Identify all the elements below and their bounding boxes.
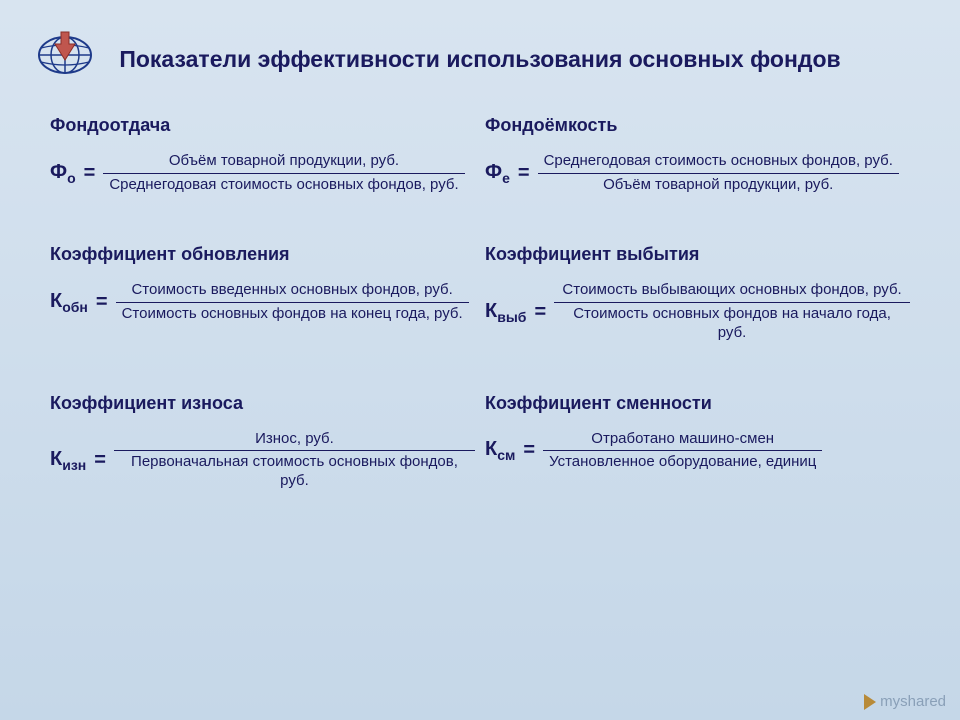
denominator: Первоначальная стоимость основных фондов… bbox=[114, 450, 475, 491]
section-koef-iznosa: Коэффициент износа Кизн = Износ, руб. Пе… bbox=[50, 393, 475, 491]
formula-symbol: Фо bbox=[50, 161, 76, 186]
formula: Фо = Объём товарной продукции, руб. Сред… bbox=[50, 152, 475, 195]
section-title: Фондоотдача bbox=[50, 115, 475, 136]
fraction: Стоимость введенных основных фондов, руб… bbox=[116, 281, 469, 324]
formula: Ксм = Отработано машино-смен Установленн… bbox=[485, 430, 910, 473]
fraction: Стоимость выбывающих основных фондов, ру… bbox=[554, 281, 910, 342]
fraction: Среднегодовая стоимость основных фондов,… bbox=[538, 152, 899, 195]
equals-sign: = bbox=[84, 162, 96, 185]
formula: Кизн = Износ, руб. Первоначальная стоимо… bbox=[50, 430, 475, 491]
equals-sign: = bbox=[94, 449, 106, 472]
equals-sign: = bbox=[518, 162, 530, 185]
section-title: Коэффициент обновления bbox=[50, 244, 475, 265]
formula-symbol: Квыб bbox=[485, 300, 526, 325]
watermark: myshared bbox=[864, 693, 946, 710]
numerator: Среднегодовая стоимость основных фондов,… bbox=[538, 152, 899, 173]
numerator: Отработано машино-смен bbox=[543, 430, 822, 451]
watermark-text: myshared bbox=[880, 693, 946, 710]
section-koef-smennosti: Коэффициент сменности Ксм = Отработано м… bbox=[485, 393, 910, 491]
formula: Фе = Среднегодовая стоимость основных фо… bbox=[485, 152, 910, 195]
section-koef-vybytiya: Коэффициент выбытия Квыб = Стоимость выб… bbox=[485, 244, 910, 342]
denominator: Стоимость основных фондов на конец года,… bbox=[116, 302, 469, 324]
formula-symbol: Кизн bbox=[50, 448, 86, 473]
section-title: Коэффициент выбытия bbox=[485, 244, 910, 265]
section-fondoemkost: Фондоёмкость Фе = Среднегодовая стоимост… bbox=[485, 115, 910, 195]
fraction: Износ, руб. Первоначальная стоимость осн… bbox=[114, 430, 475, 491]
numerator: Износ, руб. bbox=[114, 430, 475, 451]
equals-sign: = bbox=[534, 301, 546, 324]
equals-sign: = bbox=[523, 439, 535, 462]
formula-grid: Фондоотдача Фо = Объём товарной продукци… bbox=[0, 75, 960, 491]
denominator: Объём товарной продукции, руб. bbox=[538, 173, 899, 195]
numerator: Объём товарной продукции, руб. bbox=[103, 152, 464, 173]
denominator: Среднегодовая стоимость основных фондов,… bbox=[103, 173, 464, 195]
section-koef-obnovleniya: Коэффициент обновления Кобн = Стоимость … bbox=[50, 244, 475, 342]
fraction: Объём товарной продукции, руб. Среднегод… bbox=[103, 152, 464, 195]
formula-symbol: Ксм bbox=[485, 438, 515, 463]
section-title: Коэффициент сменности bbox=[485, 393, 910, 414]
play-icon bbox=[864, 694, 876, 710]
fraction: Отработано машино-смен Установленное обо… bbox=[543, 430, 822, 473]
denominator: Стоимость основных фондов на начало года… bbox=[554, 302, 910, 343]
section-title: Коэффициент износа bbox=[50, 393, 475, 414]
numerator: Стоимость введенных основных фондов, руб… bbox=[116, 281, 469, 302]
denominator: Установленное оборудование, единиц bbox=[543, 450, 822, 472]
section-fondootdacha: Фондоотдача Фо = Объём товарной продукци… bbox=[50, 115, 475, 195]
formula-symbol: Фе bbox=[485, 161, 510, 186]
equals-sign: = bbox=[96, 291, 108, 314]
globe-logo-icon bbox=[35, 30, 95, 85]
page-title: Показатели эффективности использования о… bbox=[105, 0, 855, 75]
numerator: Стоимость выбывающих основных фондов, ру… bbox=[554, 281, 910, 302]
section-title: Фондоёмкость bbox=[485, 115, 910, 136]
formula: Квыб = Стоимость выбывающих основных фон… bbox=[485, 281, 910, 342]
formula-symbol: Кобн bbox=[50, 290, 88, 315]
formula: Кобн = Стоимость введенных основных фонд… bbox=[50, 281, 475, 324]
